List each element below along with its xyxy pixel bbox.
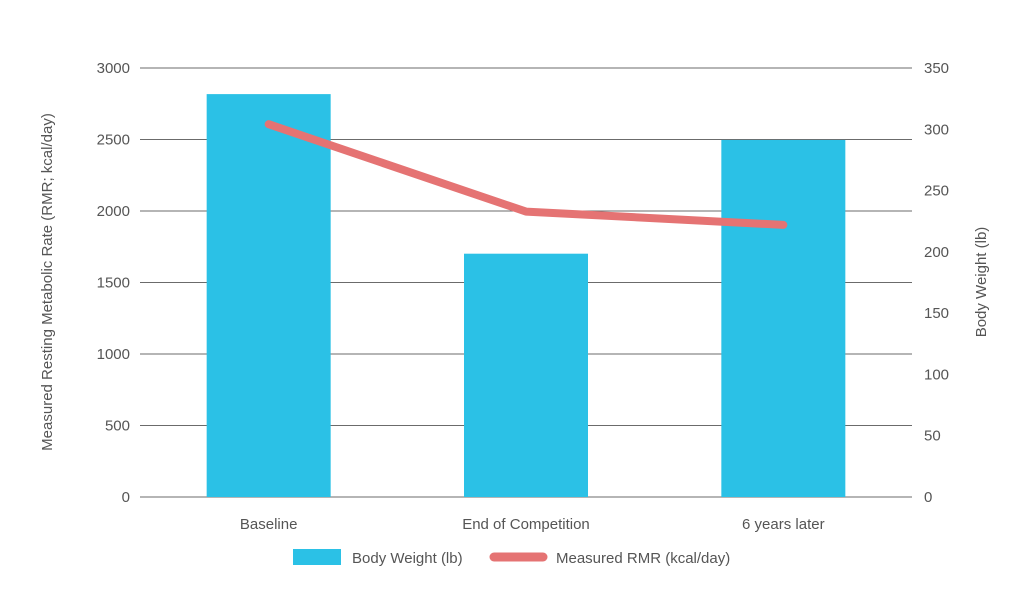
- right-axis-title: Body Weight (lb): [973, 227, 990, 338]
- right-tick-label: 250: [924, 183, 949, 200]
- category-label: 6 years later: [742, 516, 825, 533]
- right-tick-label: 150: [924, 305, 949, 322]
- left-axis-title: Measured Resting Metabolic Rate (RMR; kc…: [39, 113, 56, 451]
- x-axis-ticks: Baseline End of Competition 6 years later: [240, 516, 825, 533]
- right-axis-ticks: 0 50 100 150 200 250 300 350: [924, 60, 949, 506]
- bar-body-weight: [464, 253, 588, 497]
- category-label: Baseline: [240, 516, 298, 533]
- left-tick-label: 2500: [97, 132, 130, 149]
- bar-body-weight: [721, 139, 846, 497]
- rmr-point: [525, 211, 527, 213]
- legend: Body Weight (lb) Measured RMR (kcal/day): [293, 549, 730, 567]
- left-tick-label: 0: [122, 489, 130, 506]
- right-tick-label: 50: [924, 428, 941, 445]
- legend-label-body-weight: Body Weight (lb): [352, 550, 463, 567]
- right-tick-label: 300: [924, 121, 949, 138]
- left-axis-ticks: 0 500 1000 1500 2000 2500 3000: [97, 60, 130, 506]
- bar-body-weight: [206, 94, 331, 497]
- left-tick-label: 2000: [97, 203, 130, 220]
- right-tick-label: 200: [924, 244, 949, 261]
- left-tick-label: 1000: [97, 346, 130, 363]
- left-tick-label: 3000: [97, 60, 130, 77]
- rmr-line-layer: [264, 120, 788, 229]
- rmr-point: [268, 123, 270, 125]
- right-tick-label: 350: [924, 60, 949, 77]
- right-tick-label: 100: [924, 366, 949, 383]
- left-tick-label: 500: [105, 418, 130, 435]
- legend-swatch-body-weight: [293, 549, 341, 565]
- right-tick-label: 0: [924, 489, 932, 506]
- rmr-point: [782, 224, 784, 226]
- bars: [206, 94, 846, 497]
- left-tick-label: 1500: [97, 275, 130, 292]
- category-label: End of Competition: [462, 516, 590, 533]
- legend-label-rmr: Measured RMR (kcal/day): [556, 550, 730, 567]
